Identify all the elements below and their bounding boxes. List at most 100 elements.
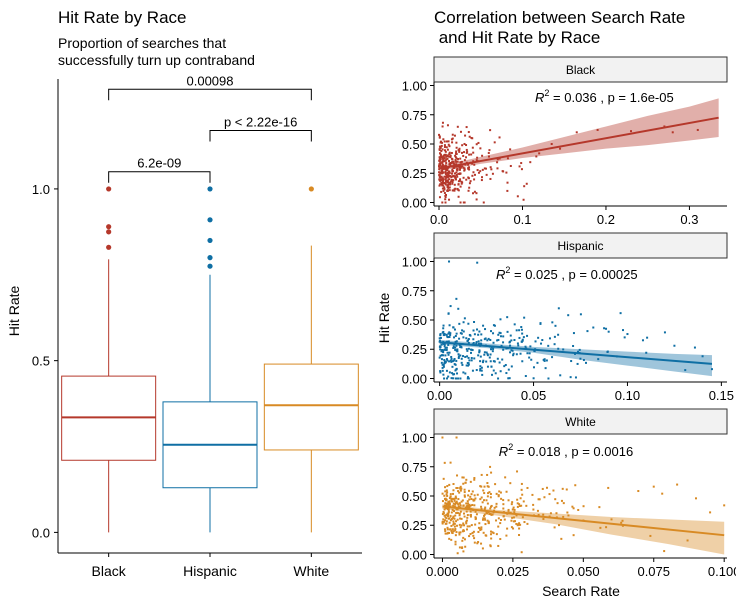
scatter-point — [464, 506, 467, 509]
scatter-point — [471, 503, 474, 506]
scatter-point — [452, 483, 455, 486]
scatter-point — [467, 322, 470, 325]
scatter-point — [456, 175, 459, 178]
scatter-point — [446, 491, 449, 494]
scatter-point — [457, 172, 460, 175]
scatter-point — [487, 337, 490, 340]
scatter-point — [483, 499, 486, 502]
scatter-point — [441, 436, 444, 439]
scatter-point — [480, 526, 483, 529]
scatter-point — [502, 507, 505, 510]
scatter-point — [453, 134, 456, 137]
scatter-point — [455, 520, 458, 523]
scatter-point — [458, 149, 461, 152]
scatter-point — [496, 167, 499, 170]
scatter-point — [450, 360, 453, 363]
scatter-point — [467, 131, 470, 134]
scatter-point — [562, 515, 565, 518]
scatter-point — [443, 528, 446, 531]
facet-strip — [433, 232, 728, 259]
scatter-point — [457, 307, 460, 310]
scatter-point — [457, 353, 460, 356]
scatter-point — [493, 506, 496, 509]
scatter-point — [477, 141, 480, 144]
scatter-point — [508, 377, 511, 380]
scatter-point — [469, 504, 472, 507]
scatter-point — [440, 361, 443, 364]
scatter-point — [475, 342, 478, 345]
scatter-point — [453, 373, 456, 376]
scatter-point — [471, 137, 474, 140]
scatter-point — [463, 515, 466, 518]
scatter-point — [442, 159, 445, 162]
scatter-point — [521, 339, 524, 342]
scatter-point — [469, 180, 472, 183]
scatter-point — [465, 522, 468, 525]
scatter-point — [596, 128, 599, 131]
scatter-point — [501, 170, 504, 173]
scatter-point — [478, 351, 481, 354]
scatter-point — [446, 179, 449, 182]
scatter-point — [495, 505, 498, 508]
scatter-point — [560, 537, 563, 540]
scatter-point — [693, 346, 696, 349]
scatter-point — [491, 373, 494, 376]
scatter-point — [637, 490, 640, 493]
scatter-point — [444, 198, 447, 201]
scatter-point — [480, 496, 483, 499]
scatter-point — [663, 331, 666, 334]
scatter-point — [440, 354, 443, 357]
scatter-point — [451, 189, 454, 192]
scatter-point — [489, 166, 492, 169]
scatter-point — [463, 494, 466, 497]
scatter-point — [585, 361, 588, 364]
scatter-point — [447, 504, 450, 507]
scatter-point — [443, 153, 446, 156]
scatter-point — [462, 336, 465, 339]
scatter-point — [442, 179, 445, 182]
scatter-point — [510, 526, 513, 529]
scatter-point — [542, 517, 545, 520]
scatter-point — [512, 506, 515, 509]
scatter-point — [497, 525, 500, 528]
scatter-point — [448, 153, 451, 156]
scatter-point — [516, 470, 519, 473]
scatter-point — [459, 172, 462, 175]
scatter-point — [455, 359, 458, 362]
scatter-point — [481, 176, 484, 179]
scatter-point — [474, 510, 477, 513]
scatter-point — [548, 493, 551, 496]
comparison-p-value: 0.00098 — [187, 73, 234, 88]
boxplot-y-tick-label: 1.0 — [32, 182, 50, 197]
scatter-point — [518, 336, 521, 339]
scatter-point — [468, 525, 471, 528]
scatter-point — [446, 155, 449, 158]
scatter-point — [488, 491, 491, 494]
scatter-point — [483, 351, 486, 354]
scatter-point — [481, 361, 484, 364]
scatter-point — [477, 333, 480, 336]
scatter-point — [471, 162, 474, 165]
scatter-point — [448, 260, 451, 263]
scatter-point — [440, 150, 443, 153]
scatter-point — [460, 180, 463, 183]
scatter-point — [491, 531, 494, 534]
scatter-point — [485, 351, 488, 354]
box-outlier — [207, 217, 213, 223]
scatter-point — [441, 163, 444, 166]
scatter-point — [443, 167, 446, 170]
scatter-point — [447, 343, 450, 346]
facet-x-tick-label: 0.10 — [615, 388, 640, 403]
scatter-point — [480, 369, 483, 372]
scatter-point — [439, 348, 442, 351]
box-outlier — [207, 263, 213, 269]
scatter-point — [475, 341, 478, 344]
scatter-point — [459, 185, 462, 188]
scatter-point — [468, 535, 471, 538]
scatter-point — [458, 168, 461, 171]
scatter-point — [488, 149, 491, 152]
scatter-point — [443, 494, 446, 497]
scatter-point — [468, 503, 471, 506]
scatter-point — [671, 131, 674, 134]
scatter-point — [463, 488, 466, 491]
